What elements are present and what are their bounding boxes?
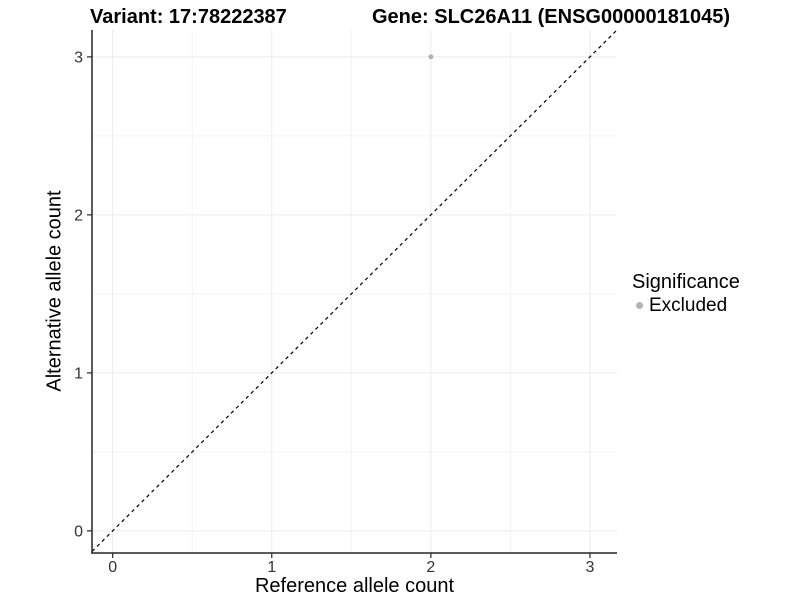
x-tick-label: 1 bbox=[267, 559, 276, 576]
y-axis-label: Alternative allele count bbox=[43, 190, 66, 392]
x-tick-label: 3 bbox=[586, 559, 595, 576]
x-axis-label: Reference allele count bbox=[254, 575, 454, 597]
gene-title: Gene: SLC26A11 (ENSG00000181045) bbox=[372, 6, 730, 28]
legend-entry-label: Excluded bbox=[649, 295, 728, 316]
legend-entry-excluded: Excluded bbox=[632, 294, 740, 317]
panel-background bbox=[92, 30, 617, 553]
variant-title: Variant: 17:78222387 bbox=[90, 6, 287, 28]
data-point-excluded bbox=[428, 54, 434, 60]
y-tick-label: 3 bbox=[74, 49, 83, 66]
y-tick-label: 1 bbox=[74, 365, 83, 382]
y-tick-label: 0 bbox=[74, 523, 83, 540]
excluded-point-icon bbox=[636, 302, 643, 309]
x-tick-label: 0 bbox=[108, 559, 117, 576]
legend: Significance Excluded bbox=[632, 270, 740, 317]
y-tick-label: 2 bbox=[74, 207, 83, 224]
identity-line bbox=[91, 29, 618, 552]
legend-title: Significance bbox=[632, 271, 740, 293]
x-tick-label: 2 bbox=[426, 559, 435, 576]
